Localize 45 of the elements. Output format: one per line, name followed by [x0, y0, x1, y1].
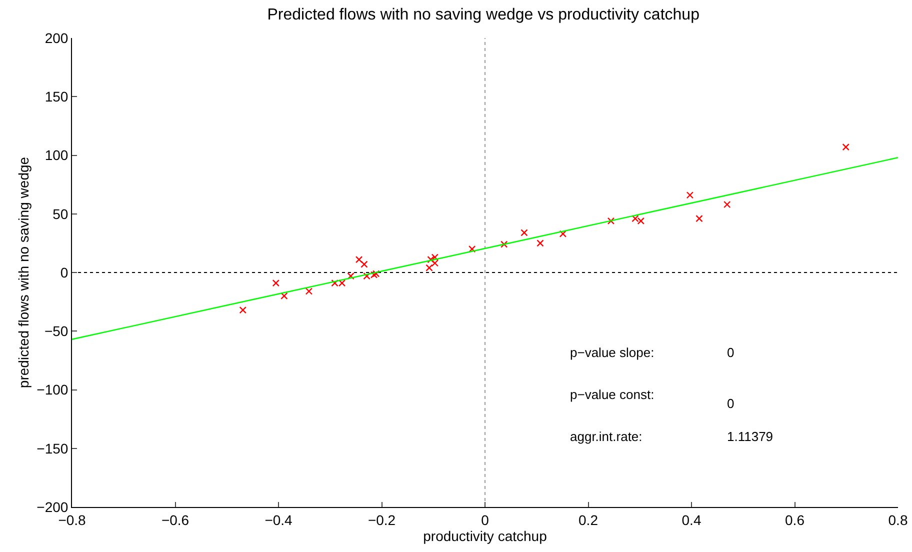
y-tick-label: 100	[44, 147, 68, 164]
point	[280, 292, 288, 300]
y-axis-title: predicted flows with no saving wedge	[15, 156, 32, 388]
point	[239, 306, 246, 314]
point	[426, 264, 433, 272]
x-tick-label: −0.4	[264, 512, 293, 528]
point	[347, 272, 354, 280]
point	[536, 240, 544, 247]
y-tick-label: 50	[52, 206, 68, 222]
point	[724, 200, 731, 208]
x-tick-label: −0.6	[161, 512, 190, 528]
y-tick-label: −100	[36, 382, 68, 398]
point	[607, 217, 615, 225]
point	[305, 288, 313, 295]
point	[431, 260, 439, 267]
point	[696, 214, 703, 222]
point	[272, 279, 280, 287]
x-tick-label: 0	[481, 512, 490, 528]
point	[500, 240, 508, 248]
chart-title: Predicted flows with no saving wedge vs productivity catchup	[267, 6, 700, 24]
point	[520, 229, 528, 236]
y-tick-label: −150	[36, 440, 68, 456]
x-tick-label: −0.2	[368, 512, 396, 528]
point	[686, 192, 694, 199]
annotation: p−value const:	[570, 387, 654, 402]
point	[559, 230, 567, 238]
annotation: aggr.int.rate:	[570, 429, 642, 444]
y-tick-label: 150	[44, 88, 68, 105]
annotation: 1.11379	[727, 429, 774, 444]
x-tick-label: 0.8	[888, 512, 908, 528]
y-tick-label: 200	[44, 30, 68, 46]
point	[360, 260, 368, 268]
point	[842, 143, 850, 151]
point	[468, 245, 476, 253]
annotation: 0	[727, 396, 734, 411]
x-axis-title: productivity catchup	[423, 528, 548, 544]
x-tick-label: 0.6	[785, 512, 805, 528]
point	[355, 256, 363, 264]
y-tick-label: 0	[60, 264, 68, 280]
annotation: 0	[727, 345, 734, 360]
y-tick-label: −50	[44, 323, 68, 340]
point	[431, 254, 439, 261]
x-tick-label: 0.2	[578, 512, 598, 528]
annotation: p−value slope:	[570, 345, 654, 360]
x-tick-label: 0.4	[682, 512, 702, 528]
